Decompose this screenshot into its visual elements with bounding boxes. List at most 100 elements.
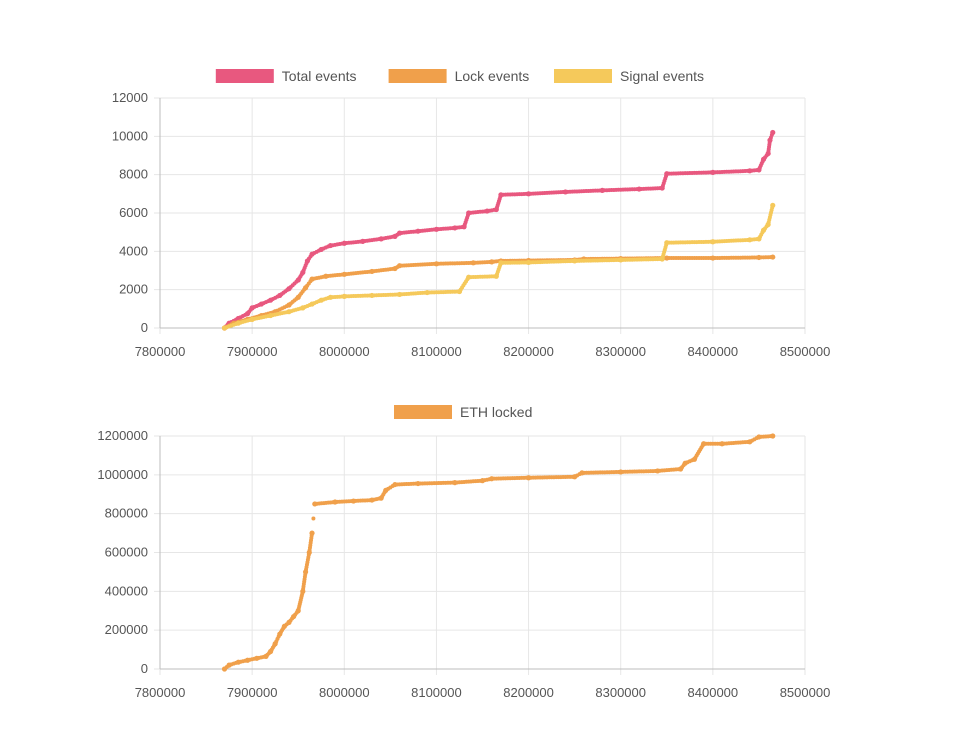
trail-dot: [492, 207, 497, 212]
legend-item-lock-events[interactable]: Lock events: [388, 68, 530, 84]
legend-label: Lock events: [455, 68, 530, 84]
trail-dot: [524, 260, 529, 265]
x-tick-label: 7900000: [227, 344, 278, 359]
series-eth-locked: [221, 433, 776, 672]
legend-item-eth-locked[interactable]: ETH locked: [394, 404, 532, 420]
trail-dot: [432, 227, 437, 232]
trail-dot: [413, 229, 418, 234]
trail-dot: [395, 232, 400, 237]
trail-dot: [754, 436, 759, 441]
x-tick-label: 8300000: [595, 685, 646, 700]
trail-dot: [450, 480, 455, 485]
eth-axes: [159, 436, 805, 670]
trail-dot: [243, 658, 248, 663]
trail-dot: [326, 296, 331, 301]
trail-dot: [247, 318, 252, 323]
legend-swatch: [388, 69, 447, 83]
trail-dot: [468, 260, 473, 265]
trail-dot: [498, 263, 503, 268]
trail-dot: [367, 293, 372, 298]
x-tick-label: 8300000: [595, 344, 646, 359]
trail-dot: [367, 269, 372, 274]
y-tick-label: 2000: [119, 282, 148, 297]
trail-dot: [653, 469, 658, 474]
trail-dot: [326, 244, 331, 249]
legend-item-signal-events[interactable]: Signal events: [554, 68, 704, 84]
trail-dot: [745, 237, 750, 242]
trail-dot: [330, 500, 335, 505]
trail-dot: [266, 314, 271, 319]
eth-series: [221, 433, 776, 672]
legend-swatch: [394, 405, 452, 419]
events-legend: Total events Lock events Signal events: [215, 68, 704, 84]
trail-dot: [395, 265, 400, 270]
trail-dot: [303, 572, 308, 577]
trail-dot: [616, 469, 621, 474]
trail-dot: [243, 312, 248, 317]
trail-dot: [754, 168, 759, 173]
series-signal-events: [221, 202, 776, 331]
trail-dot: [760, 230, 765, 235]
y-tick-label: 600000: [105, 545, 148, 560]
x-tick-label: 7900000: [227, 685, 278, 700]
trail-dot: [281, 626, 286, 631]
trail-dot: [316, 299, 321, 304]
trail-dot: [764, 224, 769, 229]
trail-dot: [717, 441, 722, 446]
trail-dot: [304, 261, 309, 266]
legend-item-total-events[interactable]: Total events: [215, 68, 357, 84]
trail-dot: [465, 213, 470, 218]
trail-dot: [708, 170, 713, 175]
trail-dot: [745, 439, 750, 444]
x-tick-label: 8200000: [503, 344, 554, 359]
trail-dot: [339, 294, 344, 299]
series-trail-total-events: [224, 133, 774, 329]
trail-dot: [285, 288, 290, 293]
trail-dot: [487, 477, 492, 482]
trail-dot: [413, 481, 418, 486]
eth-tick-labels: 7800000 7900000 8000000 8100000 8200000 83000…: [97, 428, 830, 700]
trail-dot: [768, 255, 773, 260]
events-chart: 7800000 7900000 8000000 8100000 8200000 83000…: [112, 68, 830, 359]
trail-dot: [482, 209, 487, 214]
trail-dot: [302, 287, 307, 292]
trail-dot: [309, 533, 314, 538]
y-tick-label: 12000: [112, 90, 148, 105]
trail-dot: [455, 289, 460, 294]
trail-dot: [284, 304, 289, 309]
trail-dot: [577, 472, 582, 477]
trail-dot: [616, 258, 621, 263]
trail-dot: [561, 190, 566, 195]
trail-dot: [261, 654, 266, 659]
trail-dot: [376, 496, 381, 501]
trail-dot: [768, 434, 773, 439]
y-tick-label: 200000: [105, 622, 148, 637]
trail-dot: [299, 272, 304, 277]
trail-dot: [690, 458, 695, 463]
trail-dot: [390, 266, 395, 271]
trail-dot: [284, 310, 289, 315]
trail-dot: [754, 255, 759, 260]
legend-label: Signal events: [620, 68, 704, 84]
trail-dot: [272, 643, 277, 648]
trail-dot: [664, 243, 669, 248]
trail-dot: [290, 616, 295, 621]
trail-dot: [570, 474, 575, 479]
trail-dot: [465, 277, 470, 282]
x-tick-label: 8400000: [688, 344, 739, 359]
trail-dot: [450, 226, 455, 231]
y-tick-label: 1000000: [97, 467, 148, 482]
trail-dot: [524, 191, 529, 196]
y-tick-label: 10000: [112, 128, 148, 143]
trail-dot: [275, 294, 280, 299]
trail-dot: [478, 478, 483, 483]
legend-swatch: [554, 69, 612, 83]
trail-dot: [597, 188, 602, 193]
legend-label: Total events: [282, 68, 357, 84]
trail-dot: [339, 241, 344, 246]
trail-dot: [681, 463, 686, 468]
trail-dot: [224, 665, 229, 670]
trail-dot: [358, 239, 363, 244]
trail-dot: [760, 159, 765, 164]
